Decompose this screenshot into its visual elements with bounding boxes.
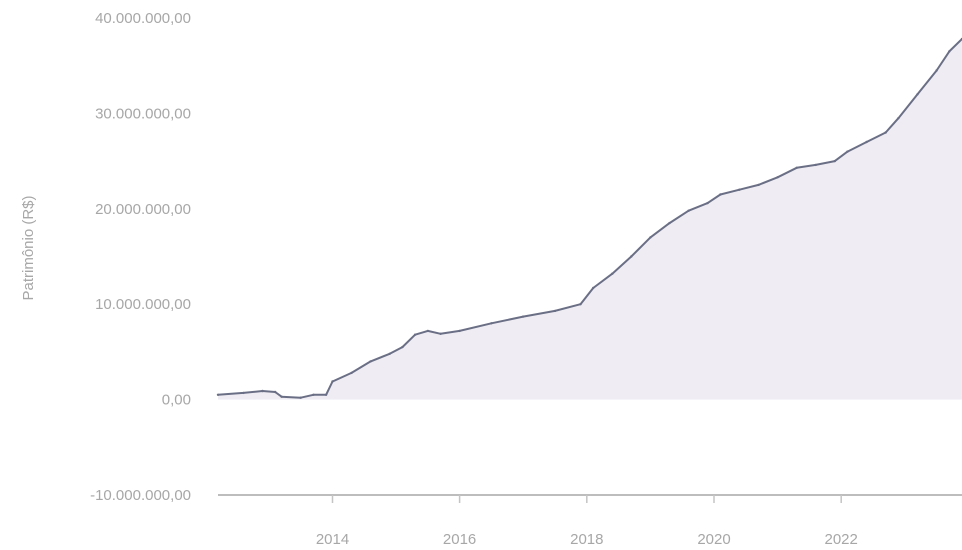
data-point [350,371,353,375]
data-point [242,391,245,395]
data-point [592,286,595,290]
x-tick-label: 2016 [443,531,476,548]
y-tick-label: -10.000.000,00 [90,487,191,504]
data-point [668,221,671,225]
data-point [884,131,887,134]
y-tick-label: 20.000.000,00 [95,201,191,218]
data-point [757,183,760,187]
data-point [687,209,690,212]
data-point [426,329,429,333]
data-point [522,315,525,318]
y-tick-label: 10.000.000,00 [95,296,191,313]
data-point [846,150,849,153]
data-point [369,360,372,363]
data-point [611,272,614,275]
x-tick-label: 2014 [316,531,349,548]
data-point [299,396,302,399]
x-tick-label: 2022 [825,531,858,548]
y-tick-label: 30.000.000,00 [95,105,191,122]
data-point [458,329,461,333]
data-point [897,117,900,120]
data-point [833,159,836,163]
data-point [579,303,582,306]
data-point [324,393,328,396]
data-point [795,166,798,169]
data-point [216,393,220,396]
y-tick-label: 0,00 [162,392,191,409]
data-point [935,69,938,72]
data-point [649,236,652,239]
data-point [948,50,951,53]
data-point [814,163,817,167]
x-tick-label: 2018 [570,531,603,548]
data-point [274,390,277,394]
data-point [706,201,709,205]
data-point [776,176,779,179]
data-point [331,380,334,383]
data-point [413,333,417,336]
x-tick-label: 2020 [697,531,730,548]
data-point [738,188,741,191]
data-point [261,389,264,393]
data-point [865,140,868,144]
data-point [280,395,283,398]
series-area-fill [218,39,962,400]
data-point [719,193,722,196]
data-point [630,255,633,258]
data-point [388,352,391,355]
y-axis-title: Patrimônio (R$) [20,195,37,300]
data-point [553,309,557,313]
data-point [490,322,493,325]
y-tick-label: 40.000.000,00 [95,10,191,27]
data-point [439,332,442,335]
data-point [401,345,404,349]
data-point [312,393,315,396]
data-point [916,93,919,96]
